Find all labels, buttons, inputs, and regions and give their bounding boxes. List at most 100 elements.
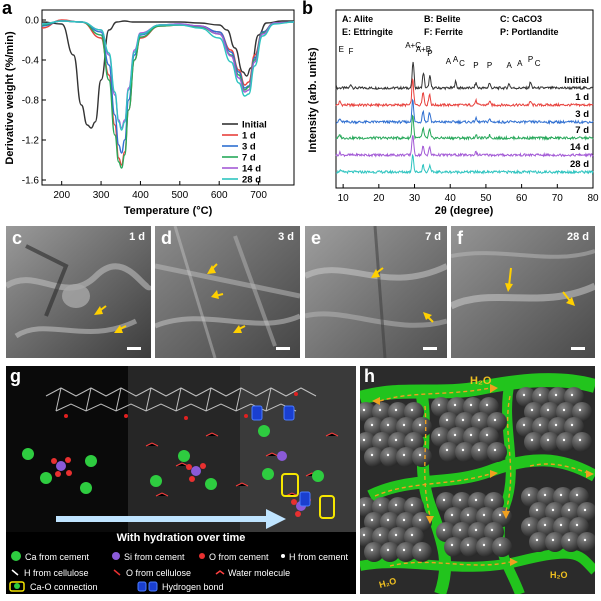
legend-entry: 3 d — [242, 142, 256, 153]
plot-frame — [41, 9, 295, 186]
particle-sphere — [372, 497, 392, 517]
particle-highlight — [402, 518, 406, 522]
particle-sphere — [364, 447, 384, 467]
legend-h-cellulose: H from cellulose — [24, 568, 89, 578]
particle-sphere — [532, 387, 552, 407]
particle-highlight — [450, 543, 454, 547]
h2o-label-2: H₂O — [378, 576, 397, 590]
particle-highlight — [474, 498, 478, 502]
particle-highlight — [575, 493, 579, 497]
particle-highlight — [546, 438, 550, 442]
xrd-pattern-2 — [335, 98, 594, 125]
scale-bar — [276, 347, 290, 350]
particle-sphere — [537, 487, 557, 507]
particle-sphere — [388, 402, 408, 422]
phase-legend-f: F: Ferrite — [424, 27, 463, 37]
particle-sphere — [561, 532, 581, 552]
particle-sphere — [396, 447, 416, 467]
particle-highlight — [378, 438, 382, 442]
particle-highlight — [394, 503, 398, 507]
legend-cao: Ca-O connection — [30, 582, 98, 592]
particle-sphere — [447, 427, 467, 447]
series-line-3 — [41, 20, 295, 169]
particle-highlight — [469, 403, 473, 407]
particle-highlight — [498, 543, 502, 547]
particle-sphere — [479, 427, 499, 447]
phase-legend-c: C: CaCO3 — [500, 14, 542, 24]
particle-sphere — [388, 432, 408, 452]
particle-sphere — [364, 512, 384, 532]
x-axis-label: Temperature (°C) — [124, 205, 213, 217]
particle-sphere — [556, 432, 576, 452]
particle-sphere — [524, 402, 544, 422]
legend-h-swatch — [281, 554, 285, 558]
legend-cao-ca — [14, 583, 20, 589]
flow-arrowheads — [372, 384, 594, 566]
molecular-diagram: With hydration over time Ca from cement … — [6, 366, 356, 592]
particle-sphere — [431, 397, 451, 417]
particle-sphere — [521, 487, 541, 507]
particle-sphere — [556, 402, 576, 422]
scale-bar — [127, 347, 141, 350]
particle-highlight — [378, 408, 382, 412]
cellulose-chain — [45, 387, 317, 412]
x-axis-label: 2θ (degree) — [435, 205, 494, 217]
particle-sphere — [487, 442, 507, 462]
series-line-4 — [41, 20, 295, 129]
scale-bar — [423, 347, 437, 350]
peak-annotation: E — [339, 45, 344, 54]
particle-sphere — [396, 417, 416, 437]
particle-highlight — [394, 533, 398, 537]
particle-sphere — [388, 497, 408, 517]
particle-sphere — [572, 432, 592, 452]
particle-sphere — [444, 507, 464, 527]
particle-sphere — [487, 412, 507, 432]
peak-annotation: P — [528, 55, 533, 64]
particle-highlight — [418, 423, 422, 427]
particle-highlight — [570, 423, 574, 427]
h2o-label-3: H₂O — [550, 570, 568, 580]
particle-highlight — [410, 438, 414, 442]
ca-atoms — [22, 425, 324, 494]
particle-sphere — [404, 402, 424, 422]
legend-cao-swatch — [9, 581, 25, 592]
peak-annotation: A+C — [405, 41, 421, 50]
particle-highlight — [562, 438, 566, 442]
peak-annotation: C — [459, 59, 465, 68]
particle-sphere — [564, 417, 584, 437]
peak-annotation: P — [473, 61, 478, 70]
panel-a: a Derivative weight (%/min) Temperature … — [0, 0, 300, 220]
particle-sphere — [548, 417, 568, 437]
particle-sphere — [569, 487, 589, 507]
particle-highlight — [410, 503, 414, 507]
particle-highlight — [498, 513, 502, 517]
legend-hcell-swatch — [11, 569, 19, 576]
particle-sphere — [548, 387, 568, 407]
particle-sphere — [484, 522, 504, 542]
legend-ocell-swatch — [113, 569, 121, 576]
particle-sphere — [484, 492, 504, 512]
particle-highlight — [378, 533, 382, 537]
legend-si-swatch — [112, 552, 120, 560]
particle-highlight — [578, 408, 582, 412]
particle-sphere — [455, 442, 475, 462]
particle-highlight — [469, 433, 473, 437]
particle-highlight — [461, 418, 465, 422]
particle-sphere — [388, 527, 408, 547]
sem-image-c: c 1 d — [6, 226, 151, 358]
particle-sphere — [372, 527, 392, 547]
particle-highlight — [543, 493, 547, 497]
particle-highlight — [362, 408, 366, 412]
particle-sphere — [431, 427, 451, 447]
pattern-label: 1 d — [575, 92, 589, 103]
legend-ca-swatch — [11, 551, 21, 561]
particle-sphere — [460, 537, 480, 557]
peak-annotation: P — [487, 61, 492, 70]
pattern-label: 3 d — [575, 109, 589, 120]
peak-annotation: F — [349, 47, 354, 56]
particle-highlight — [410, 533, 414, 537]
particle-highlight — [527, 523, 531, 527]
particle-highlight — [583, 538, 587, 542]
particle-highlight — [378, 503, 382, 507]
particle-highlight — [578, 438, 582, 442]
